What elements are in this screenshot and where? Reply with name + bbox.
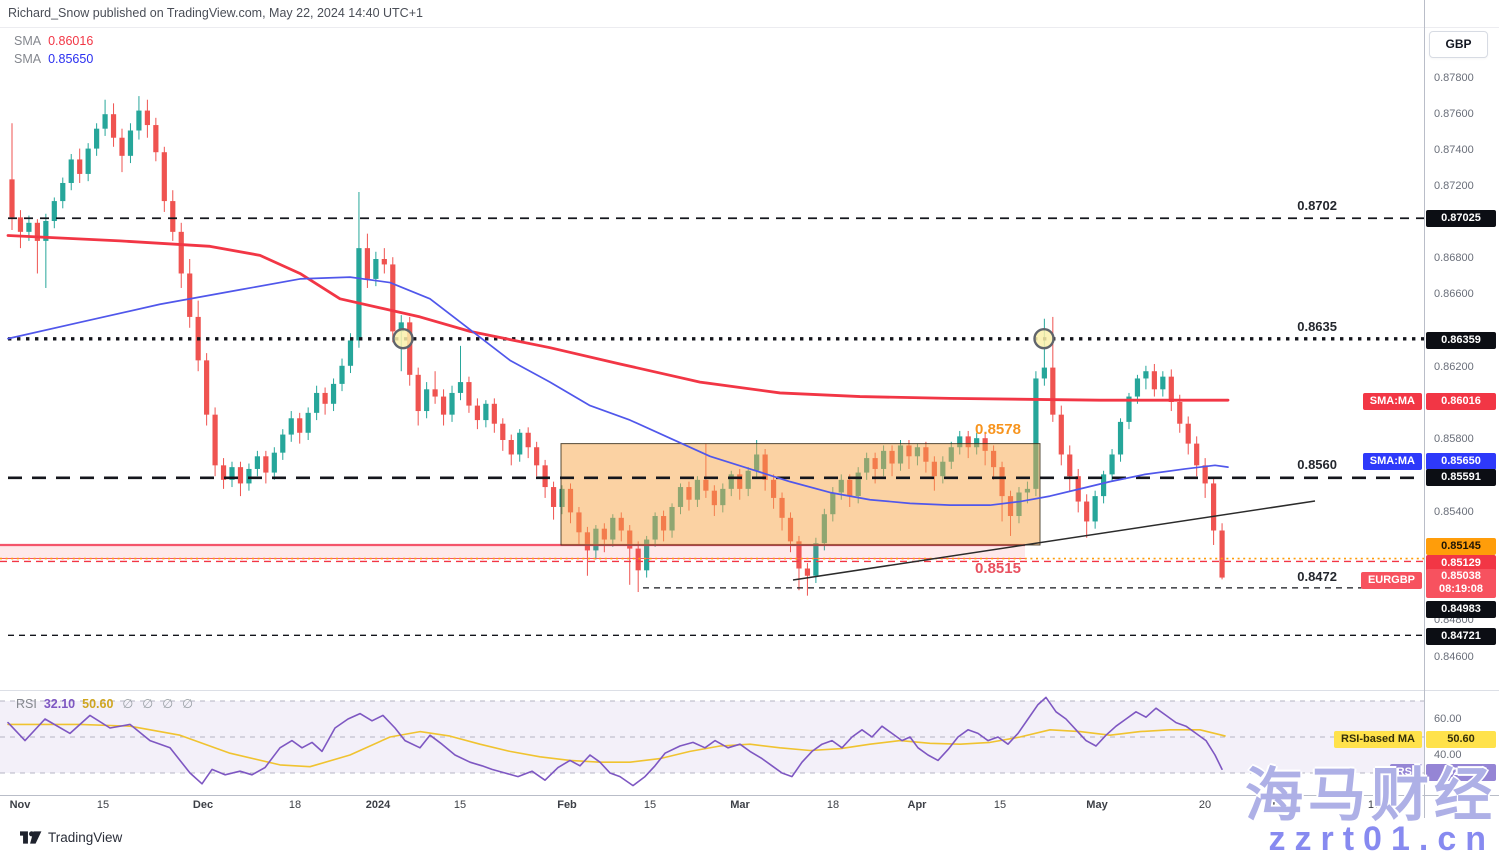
time-tick: 18 bbox=[826, 799, 840, 811]
time-tick: Mar bbox=[730, 799, 750, 811]
price-label-chip: 50.60 bbox=[1426, 730, 1496, 748]
price-tick: 0.85400 bbox=[1434, 506, 1474, 518]
price-label-chip: 0.84721 bbox=[1426, 627, 1496, 645]
rsi-empty-slot-icon: ∅ bbox=[182, 697, 193, 711]
sma2-label: SMA bbox=[14, 52, 42, 66]
rsi-empty-slot-icon: ∅ bbox=[122, 697, 134, 711]
level-label: 0.8578 bbox=[975, 421, 1021, 438]
price-tick: 0.86600 bbox=[1434, 288, 1474, 300]
time-tick: 17 bbox=[1367, 799, 1381, 811]
level-label: 0.8635 bbox=[1297, 319, 1337, 334]
tradingview-attribution[interactable]: TradingView bbox=[20, 830, 122, 845]
sma-legend-row-1: SMA 0.86016 bbox=[14, 32, 93, 50]
time-tick: 2024 bbox=[365, 799, 391, 811]
series-tag-chip: SMA:MA bbox=[1362, 452, 1422, 470]
price-tick: 0.87800 bbox=[1434, 72, 1474, 84]
price-label-chip: 0.87025 bbox=[1426, 209, 1496, 227]
series-tag-chip: EURGBP bbox=[1360, 571, 1422, 589]
sma2-value: 0.85650 bbox=[48, 52, 94, 66]
tradingview-logo-icon bbox=[20, 831, 42, 844]
price-tick: 0.86800 bbox=[1434, 252, 1474, 264]
series-tag-chip: SMA:MA bbox=[1362, 392, 1422, 410]
indicator-legend: SMA 0.86016 SMA 0.85650 bbox=[14, 32, 93, 68]
sma1-value: 0.86016 bbox=[48, 34, 94, 48]
time-tick: 18 bbox=[288, 799, 302, 811]
time-tick: 15 bbox=[453, 799, 467, 811]
time-tick: May bbox=[1086, 799, 1108, 811]
rsi-legend: RSI 32.10 50.60 ∅ ∅ ∅ ∅ bbox=[16, 696, 193, 711]
rsi-empty-slot-icon: ∅ bbox=[162, 697, 174, 711]
series-tag-chip: RSI bbox=[1389, 763, 1422, 781]
time-tick: Nov bbox=[9, 799, 31, 811]
publish-bar: Richard_Snow published on TradingView.co… bbox=[0, 0, 1499, 28]
time-tick: Feb bbox=[557, 799, 577, 811]
time-tick: Dec bbox=[192, 799, 214, 811]
price-tick: 0.87200 bbox=[1434, 180, 1474, 192]
price-label-chip: 0.84983 bbox=[1426, 600, 1496, 618]
time-tick: 15 bbox=[643, 799, 657, 811]
time-tick: 15 bbox=[96, 799, 110, 811]
price-tick: 0.86200 bbox=[1434, 361, 1474, 373]
price-label-chip: 0.85145 bbox=[1426, 537, 1496, 555]
time-tick: 15 bbox=[993, 799, 1007, 811]
rsi-ma-value: 50.60 bbox=[82, 697, 114, 711]
rsi-label: RSI bbox=[16, 697, 37, 711]
price-tick: 60.00 bbox=[1434, 713, 1462, 725]
level-label: 0.8515 bbox=[975, 560, 1021, 577]
last-price-chip: 0.85038 08:19:08 bbox=[1426, 569, 1496, 598]
time-tick: Jun bbox=[1266, 799, 1286, 811]
level-label: 0.8702 bbox=[1297, 198, 1337, 213]
time-tick: Apr bbox=[907, 799, 927, 811]
level-label: 0.8560 bbox=[1297, 457, 1337, 472]
price-label-chip: 0.86016 bbox=[1426, 392, 1496, 410]
watermark-site: zzrt01.cn bbox=[1268, 820, 1495, 857]
rsi-value: 32.10 bbox=[43, 697, 76, 711]
price-label-chip: 0.85591 bbox=[1426, 468, 1496, 486]
price-label-chip: 32.10 bbox=[1426, 763, 1496, 781]
rsi-empty-slot-icon: ∅ bbox=[142, 697, 154, 711]
price-tick: 0.87600 bbox=[1434, 108, 1474, 120]
time-tick: 20 bbox=[1198, 799, 1212, 811]
level-label: 0.8472 bbox=[1297, 569, 1337, 584]
price-tick: 0.84600 bbox=[1434, 651, 1474, 663]
price-label-chip: 0.85650 bbox=[1426, 452, 1496, 470]
series-tag-chip: RSI-based MA bbox=[1334, 730, 1422, 748]
price-label-chip: 0.85129 bbox=[1426, 554, 1496, 572]
tradingview-attribution-label: TradingView bbox=[48, 830, 123, 845]
price-tick: 0.85800 bbox=[1434, 433, 1474, 445]
chart-canvas[interactable] bbox=[0, 0, 1499, 822]
price-label-chip: 0.86359 bbox=[1426, 331, 1496, 349]
sma1-label: SMA bbox=[14, 34, 42, 48]
sma-legend-row-2: SMA 0.85650 bbox=[14, 50, 93, 68]
price-tick: 40.00 bbox=[1434, 749, 1462, 761]
price-tick: 0.87400 bbox=[1434, 144, 1474, 156]
currency-toggle-button[interactable]: GBP bbox=[1429, 31, 1488, 58]
publish-text: Richard_Snow published on TradingView.co… bbox=[8, 6, 423, 20]
